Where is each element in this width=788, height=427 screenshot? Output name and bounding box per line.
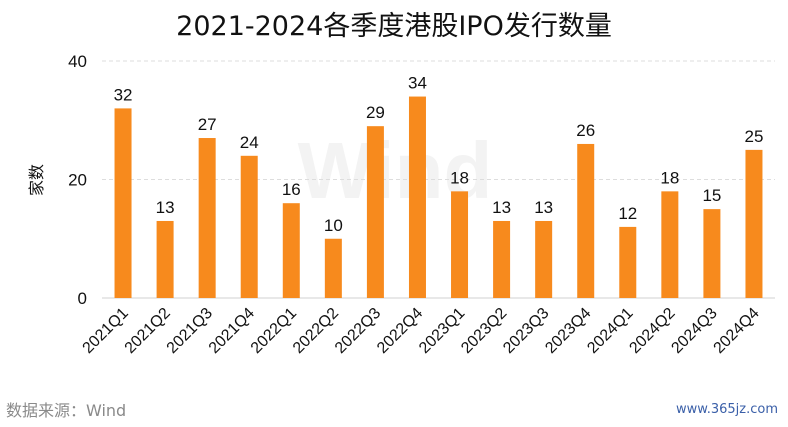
x-tick-label: 2021Q3 xyxy=(164,305,216,357)
x-tick-label: 2022Q1 xyxy=(248,305,300,357)
bar-2024Q3 xyxy=(703,209,721,298)
bar-2024Q1 xyxy=(619,226,637,298)
chart-title: 2021-2024各季度港股IPO发行数量 xyxy=(176,11,612,42)
source-note: 数据来源：Wind xyxy=(6,401,127,420)
bar-2023Q3 xyxy=(535,220,553,298)
x-tick-label: 2024Q3 xyxy=(668,305,720,357)
y-tick-label: 0 xyxy=(78,289,87,308)
bar-2021Q4 xyxy=(240,155,258,298)
x-tick-label: 2024Q4 xyxy=(711,305,763,357)
bar-2022Q2 xyxy=(324,238,342,298)
bar-2021Q3 xyxy=(198,138,216,298)
bar-2022Q1 xyxy=(282,203,300,298)
x-tick-label: 2024Q2 xyxy=(626,305,678,357)
bars: 32 13 27 24 16 10 29 34 18 13 13 26 12 18 15 25 xyxy=(114,74,764,299)
site-watermark: www.365jz.com xyxy=(676,402,778,417)
data-label-2021Q1: 32 xyxy=(114,85,133,104)
y-axis-label: 家数 xyxy=(27,164,46,196)
data-label-2024Q3: 15 xyxy=(702,186,721,205)
y-axis-ticks: 0 20 40 xyxy=(68,52,87,308)
bar-2024Q2 xyxy=(661,191,679,298)
bar-2022Q3 xyxy=(366,126,384,298)
data-label-2021Q3: 27 xyxy=(198,115,217,134)
data-label-2021Q4: 24 xyxy=(240,133,259,152)
data-label-2024Q2: 18 xyxy=(660,168,679,187)
bar-2021Q1 xyxy=(114,108,132,299)
y-tick-label: 20 xyxy=(68,171,87,190)
x-tick-label: 2023Q2 xyxy=(458,305,510,357)
x-axis-ticks: 2021Q12021Q22021Q32021Q42022Q12022Q22022… xyxy=(80,305,763,357)
bar-2023Q1 xyxy=(451,191,469,298)
x-tick-label: 2023Q3 xyxy=(500,305,552,357)
data-label-2024Q4: 25 xyxy=(745,127,764,146)
bar-2024Q4 xyxy=(745,149,763,298)
x-tick-label: 2021Q2 xyxy=(122,305,174,357)
y-tick-label: 40 xyxy=(68,52,87,71)
bar-2021Q2 xyxy=(156,220,174,298)
data-label-2023Q4: 26 xyxy=(576,121,595,140)
x-tick-label: 2021Q1 xyxy=(80,305,132,357)
data-label-2022Q2: 10 xyxy=(324,216,343,235)
bar-2023Q4 xyxy=(577,143,595,298)
x-tick-label: 2021Q4 xyxy=(206,305,258,357)
data-label-2023Q1: 18 xyxy=(450,168,469,187)
x-tick-label: 2023Q1 xyxy=(416,305,468,357)
data-label-2023Q3: 13 xyxy=(534,198,553,217)
data-label-2022Q1: 16 xyxy=(282,180,301,199)
data-label-2022Q4: 34 xyxy=(408,74,427,93)
x-tick-label: 2022Q4 xyxy=(374,305,426,357)
x-tick-label: 2022Q2 xyxy=(290,305,342,357)
bar-2022Q4 xyxy=(408,96,426,298)
data-label-2022Q3: 29 xyxy=(366,103,385,122)
bar-2023Q2 xyxy=(493,220,511,298)
data-label-2024Q1: 12 xyxy=(618,204,637,223)
x-tick-label: 2024Q1 xyxy=(584,305,636,357)
x-tick-label: 2022Q3 xyxy=(332,305,384,357)
x-tick-label: 2023Q4 xyxy=(542,305,594,357)
data-label-2023Q2: 13 xyxy=(492,198,511,217)
data-label-2021Q2: 13 xyxy=(156,198,175,217)
